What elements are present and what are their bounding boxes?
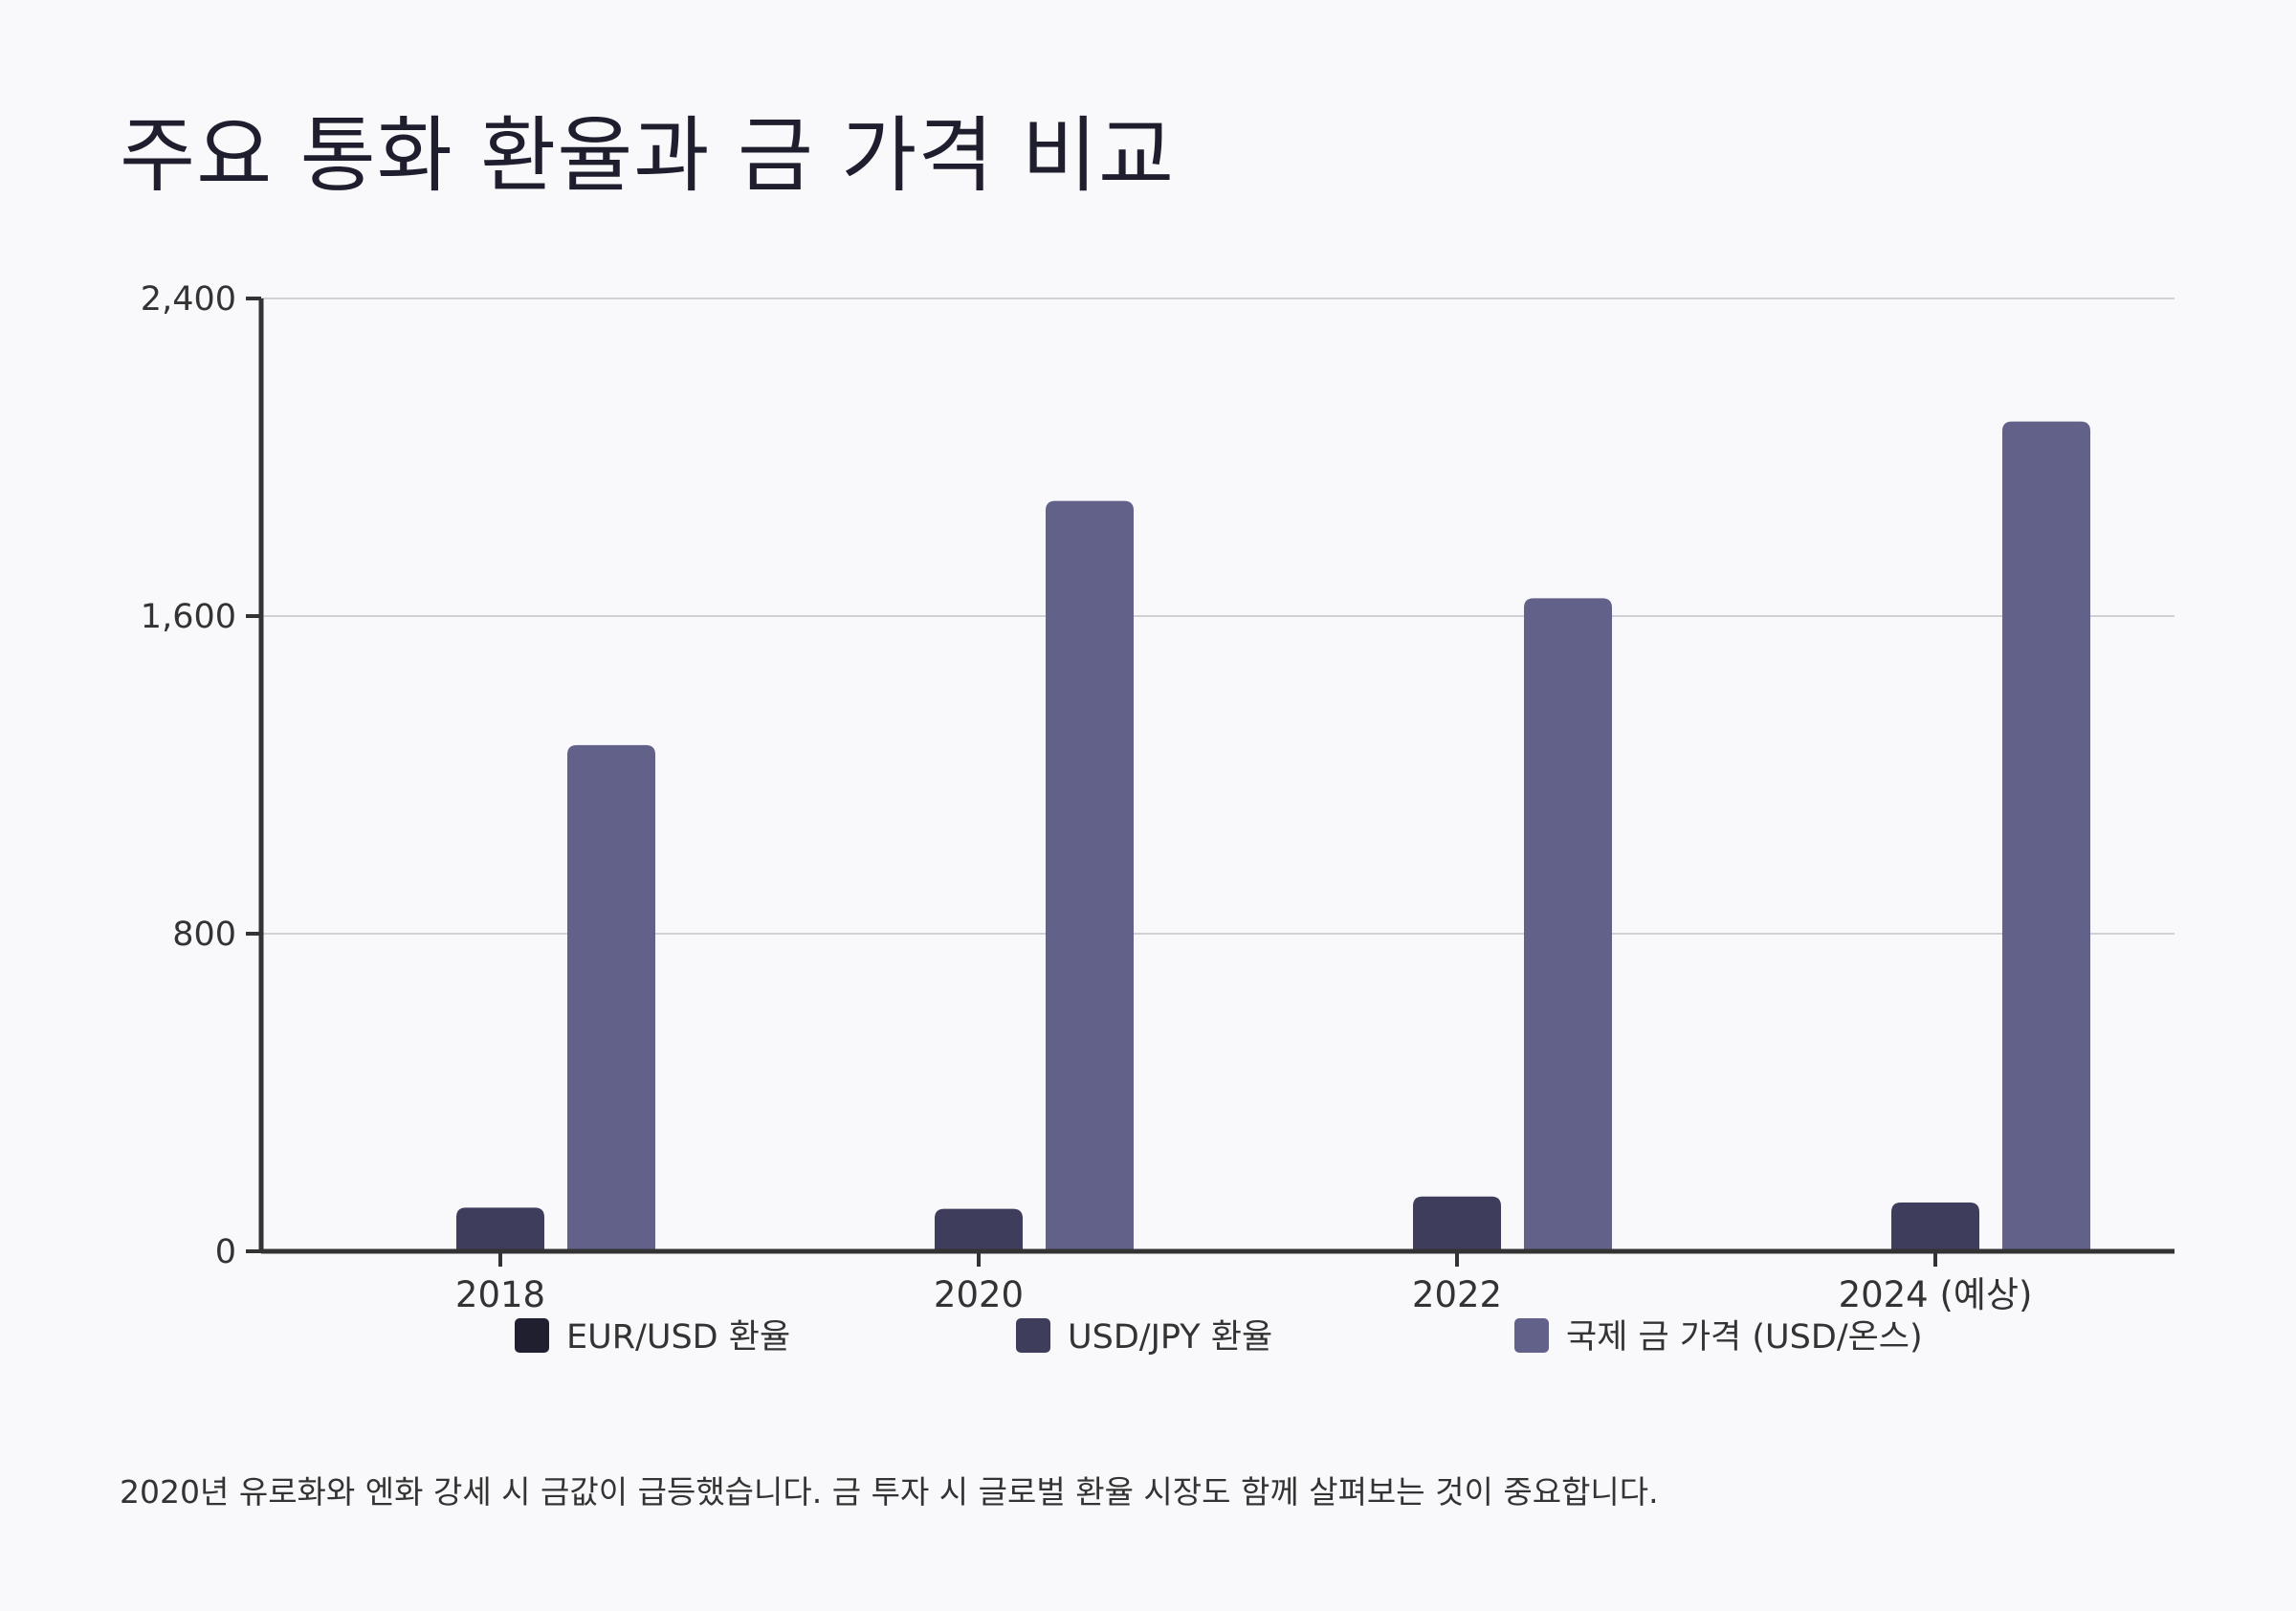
- x-tick-label: 2018: [455, 1274, 545, 1315]
- bar-2-4: [1891, 1202, 1979, 1251]
- chart-title: 주요 통화 환율과 금 가격 비교: [120, 108, 1176, 204]
- bars: [345, 421, 2090, 1251]
- y-tick-label: 1,600: [141, 598, 236, 636]
- legend-label: USD/JPY 환율: [1068, 1318, 1272, 1357]
- bar-2-3: [1413, 1196, 1501, 1251]
- bar-3-4: [2002, 421, 2090, 1251]
- legend-label: 국제 금 가격 (USD/온스): [1566, 1318, 1923, 1357]
- legend-swatch: [1514, 1318, 1549, 1353]
- grid-lines: [261, 298, 2175, 935]
- bar-3-3: [1524, 598, 1612, 1251]
- legend-swatch: [1016, 1318, 1050, 1353]
- legend: EUR/USD 환율 USD/JPY 환율 국제 금 가격 (USD/온스): [515, 1318, 1923, 1357]
- x-tick-label: 2024 (예상): [1839, 1274, 2033, 1315]
- legend-swatch: [515, 1318, 549, 1353]
- bar-2-2: [935, 1208, 1023, 1251]
- x-axis-ticks: 2018 2020 2022 2024 (예상): [455, 1251, 2033, 1315]
- bar-2-1: [456, 1207, 544, 1251]
- bar-3-2: [1046, 500, 1134, 1251]
- x-tick-label: 2022: [1412, 1274, 1502, 1315]
- y-axis-ticks: 0 800 1,600 2,400: [141, 280, 261, 1271]
- x-tick-label: 2020: [934, 1274, 1024, 1315]
- bar-3-1: [567, 744, 655, 1251]
- footnote: 2020년 유로화와 엔화 강세 시 금값이 급등했습니다. 금 투자 시 글로…: [120, 1473, 1659, 1511]
- y-tick-label: 0: [215, 1233, 236, 1271]
- y-tick-label: 2,400: [141, 280, 236, 319]
- y-tick-label: 800: [172, 916, 236, 954]
- legend-label: EUR/USD 환율: [566, 1318, 790, 1357]
